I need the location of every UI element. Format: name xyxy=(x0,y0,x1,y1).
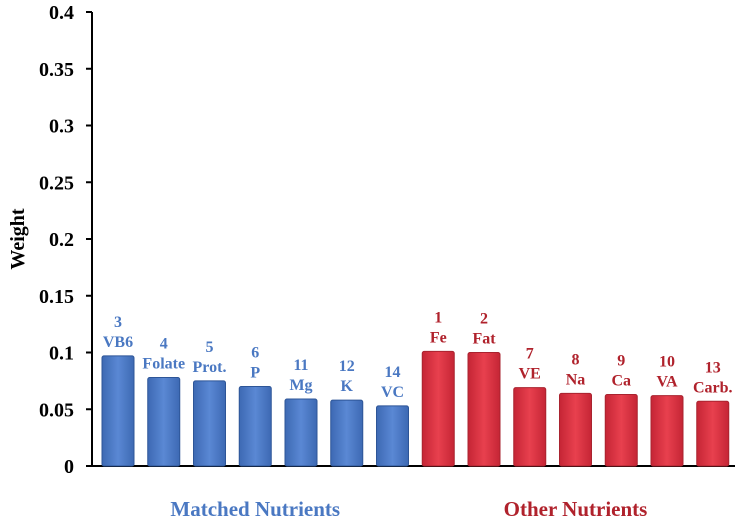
bar-name-label: Fe xyxy=(430,329,447,346)
bar-id-label: 5 xyxy=(206,339,214,356)
bar-name-label: VB6 xyxy=(103,334,133,351)
bar-folate xyxy=(148,377,180,466)
bar-name-label: Mg xyxy=(289,377,312,394)
bar-id-label: 12 xyxy=(339,358,355,375)
y-tick-label: 0.3 xyxy=(49,116,74,138)
y-tick-label: 0.1 xyxy=(49,343,74,365)
bar-name-label: Folate xyxy=(142,355,185,372)
bar-vb6 xyxy=(102,356,134,466)
bar-id-label: 6 xyxy=(251,345,259,362)
y-axis-label: Weight xyxy=(7,208,29,269)
bar-id-label: 10 xyxy=(659,354,675,371)
bar-ca xyxy=(605,394,637,466)
bar-id-label: 2 xyxy=(480,311,488,328)
bar-va xyxy=(651,396,683,466)
bar-fat xyxy=(468,353,500,467)
bar-name-label: Prot. xyxy=(193,359,227,376)
y-tick-label: 0.25 xyxy=(39,172,74,194)
bar-name-label: P xyxy=(250,365,260,382)
bar-fe xyxy=(422,351,454,466)
bar-id-label: 14 xyxy=(385,364,401,381)
bar-k xyxy=(331,400,363,466)
bar-mg xyxy=(285,399,317,466)
bar-name-label: Fat xyxy=(472,331,496,348)
y-tick-label: 0.4 xyxy=(49,2,74,24)
bar-name-label: Ca xyxy=(611,372,631,389)
bar-id-label: 4 xyxy=(160,335,168,352)
bar-name-label: VC xyxy=(381,384,404,401)
y-ticks: 0 0.05 0.1 0.15 0.2 0.25 0.3 0.35 0.4 xyxy=(39,2,92,478)
bar-name-label: Carb. xyxy=(693,379,733,396)
group-labels: Matched Nutrients Other Nutrients xyxy=(170,497,647,519)
bar-id-label: 9 xyxy=(617,352,625,369)
bar-id-label: 8 xyxy=(572,351,580,368)
y-tick-label: 0.15 xyxy=(39,286,74,308)
bar-ve xyxy=(514,388,546,466)
y-tick-label: 0.35 xyxy=(39,59,74,81)
bar-id-label: 11 xyxy=(293,357,308,374)
bar-prot xyxy=(194,381,226,466)
y-tick-label: 0.2 xyxy=(49,229,74,251)
bar-carb xyxy=(697,401,729,466)
bar-name-label: K xyxy=(341,378,354,395)
axes xyxy=(92,12,735,466)
bar-id-label: 3 xyxy=(114,314,122,331)
y-tick-label: 0 xyxy=(64,456,74,478)
other-nutrients-label: Other Nutrients xyxy=(504,497,648,519)
bar-p xyxy=(239,387,271,466)
bar-id-label: 1 xyxy=(434,309,442,326)
bar-id-label: 13 xyxy=(705,359,721,376)
bar-na xyxy=(560,393,592,466)
matched-nutrients-label: Matched Nutrients xyxy=(170,497,340,519)
bar-name-label: VE xyxy=(519,366,541,383)
y-tick-label: 0.05 xyxy=(39,399,74,421)
bar-name-label: VA xyxy=(656,374,677,391)
bar-vc xyxy=(377,406,409,466)
bar-name-label: Na xyxy=(566,371,586,388)
bar-id-label: 7 xyxy=(526,346,534,363)
